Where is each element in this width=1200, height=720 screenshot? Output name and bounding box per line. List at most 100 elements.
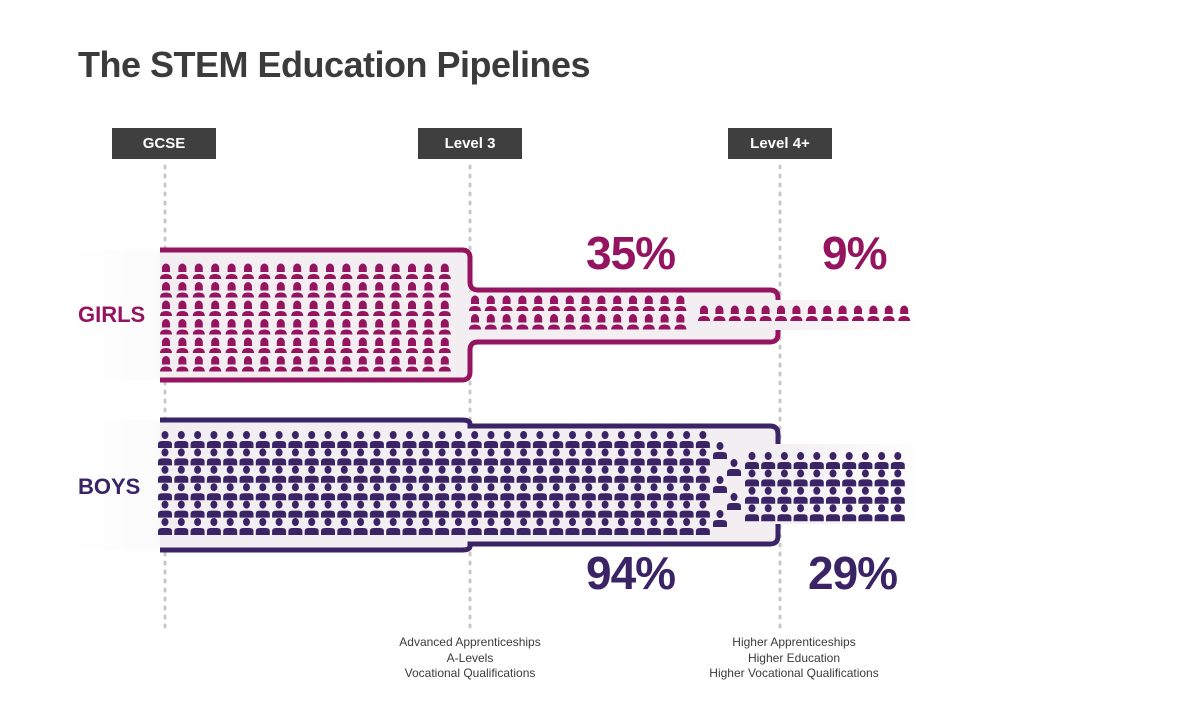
boy-icon xyxy=(874,504,889,522)
boy-icon xyxy=(614,500,629,518)
boy-icon xyxy=(679,448,694,466)
boy-icon xyxy=(761,504,776,522)
boy-icon xyxy=(630,448,645,466)
boy-icon xyxy=(549,518,564,535)
stage-tag-level-3: Level 3 xyxy=(418,128,522,159)
boy-icon xyxy=(206,518,221,535)
girl-icon xyxy=(484,295,497,311)
girl-icon xyxy=(274,300,287,316)
girl-icon xyxy=(340,356,353,372)
boy-icon xyxy=(304,483,319,501)
boy-icon xyxy=(435,448,450,466)
boy-icon xyxy=(174,483,189,501)
girl-icon xyxy=(291,300,304,316)
boy-icon xyxy=(484,465,498,483)
boy-icon xyxy=(353,431,368,448)
girl-icon xyxy=(422,337,435,353)
girl-icon xyxy=(406,319,418,335)
boy-icon xyxy=(288,518,303,535)
girl-icon xyxy=(627,314,639,330)
boy-icon xyxy=(745,486,759,504)
girl-icon xyxy=(324,263,336,279)
girl-icon xyxy=(852,305,864,321)
girl-icon xyxy=(258,263,271,279)
boy-icon xyxy=(809,452,824,469)
boy-icon xyxy=(727,493,741,510)
boy-icon xyxy=(809,504,824,522)
boy-icon xyxy=(451,483,466,501)
girl-icon xyxy=(516,314,529,330)
girl-icon xyxy=(225,319,238,335)
boy-icon xyxy=(532,431,547,448)
boy-icon xyxy=(272,448,287,466)
stage-tag-level-4: Level 4+ xyxy=(728,128,832,159)
girl-icon xyxy=(389,282,402,298)
boy-icon xyxy=(695,500,710,518)
boy-icon xyxy=(337,465,352,483)
girl-icon xyxy=(579,295,592,311)
girl-icon xyxy=(225,282,238,298)
girl-icon xyxy=(356,282,369,298)
boy-icon xyxy=(386,518,401,535)
boy-icon xyxy=(858,452,873,469)
boy-icon xyxy=(484,518,498,535)
boy-icon xyxy=(174,448,189,466)
boy-icon xyxy=(663,465,678,483)
boy-icon xyxy=(369,448,384,466)
boy-icon xyxy=(255,483,270,501)
boy-icon xyxy=(842,486,857,504)
level-3-desc-line: Vocational Qualifications xyxy=(404,666,536,680)
boy-icon xyxy=(598,431,613,448)
girl-icon xyxy=(548,295,560,311)
boy-icon xyxy=(304,465,319,483)
boy-icon xyxy=(402,518,417,535)
girl-icon xyxy=(209,282,222,298)
boy-icon xyxy=(793,452,808,469)
boy-icon xyxy=(418,431,433,448)
boy-icon xyxy=(598,500,613,518)
boy-icon xyxy=(663,500,678,518)
boy-icon xyxy=(239,431,254,448)
boy-icon xyxy=(874,452,889,469)
boy-icon xyxy=(190,500,205,518)
boy-icon xyxy=(663,431,678,448)
boy-icon xyxy=(223,431,238,448)
boy-icon xyxy=(532,518,547,535)
girl-icon xyxy=(209,263,222,279)
stage-guide-lines xyxy=(163,164,782,630)
boy-icon xyxy=(500,518,515,535)
level-3-desc-line: Advanced Apprenticeships xyxy=(399,635,541,649)
girl-icon xyxy=(291,337,304,353)
boy-icon xyxy=(386,448,401,466)
girl-icon xyxy=(438,337,451,353)
boy-icon xyxy=(288,465,303,483)
girl-icon xyxy=(611,314,624,330)
boy-icon xyxy=(484,483,498,501)
girl-icon xyxy=(713,305,726,321)
boy-icon xyxy=(614,431,629,448)
boy-icon xyxy=(842,452,857,469)
boy-icon xyxy=(174,465,189,483)
girl-icon xyxy=(422,319,435,335)
boy-icon xyxy=(598,465,613,483)
boy-icon xyxy=(386,465,401,483)
boy-icon xyxy=(288,448,303,466)
boy-icon xyxy=(565,500,580,518)
boy-icon xyxy=(239,500,254,518)
boy-icon xyxy=(890,486,905,504)
girl-icon xyxy=(611,295,624,311)
girl-icon xyxy=(307,319,320,335)
boy-icon xyxy=(386,431,401,448)
boy-icon xyxy=(239,518,254,535)
girl-icon xyxy=(160,282,172,298)
boy-icon xyxy=(890,469,905,487)
girl-icon xyxy=(500,314,513,330)
girl-icon xyxy=(438,263,451,279)
boy-icon xyxy=(190,518,205,535)
girl-icon xyxy=(563,295,576,311)
boy-icon xyxy=(581,448,596,466)
boy-icon xyxy=(663,448,678,466)
boy-icon xyxy=(386,500,401,518)
girl-icon xyxy=(258,319,271,335)
girl-icon xyxy=(438,300,451,316)
